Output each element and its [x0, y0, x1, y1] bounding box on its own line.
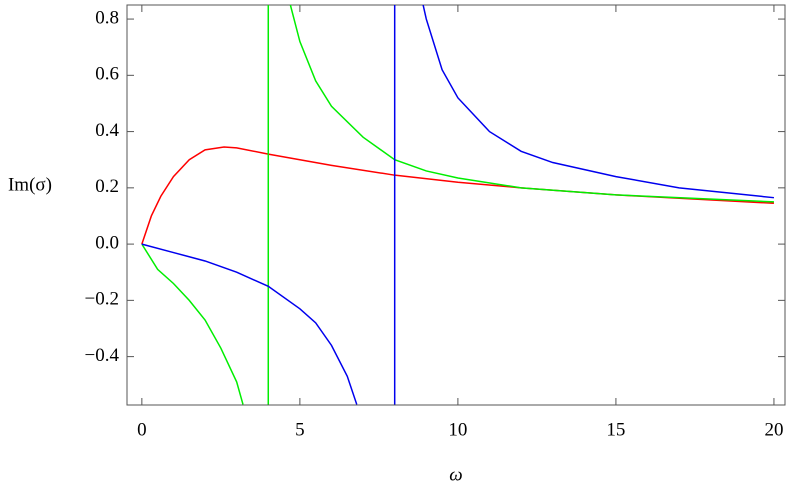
- x-tick-label: 0: [137, 419, 147, 440]
- series-line: [141, 5, 775, 405]
- curves: [141, 5, 775, 405]
- y-tick-label: −0.4: [85, 345, 120, 366]
- y-tick-label: 0.2: [95, 176, 119, 197]
- y-tick-label: −0.2: [85, 289, 119, 310]
- y-axis-label: Im(σ): [8, 174, 52, 195]
- y-tick-label: 0.0: [95, 232, 119, 253]
- y-tick-label: 0.4: [95, 120, 119, 141]
- plot-frame: [126, 4, 786, 406]
- y-tick-label: 0.6: [95, 64, 119, 85]
- x-axis-label: ω: [449, 464, 462, 485]
- y-tick-label: 0.8: [95, 7, 119, 28]
- x-tick-label: 15: [606, 419, 625, 440]
- x-tick-label: 20: [764, 419, 783, 440]
- series-line: [141, 5, 774, 405]
- x-tick-label: 10: [448, 419, 467, 440]
- series-line: [141, 146, 774, 245]
- x-tick-label: 5: [295, 419, 305, 440]
